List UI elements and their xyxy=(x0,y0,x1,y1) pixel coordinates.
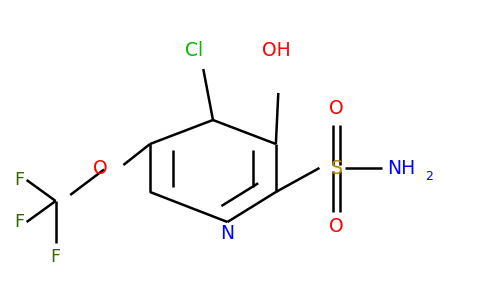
Text: O: O xyxy=(329,218,344,236)
Text: N: N xyxy=(220,224,235,243)
Text: F: F xyxy=(14,171,24,189)
Text: O: O xyxy=(329,100,344,118)
Text: NH: NH xyxy=(387,158,415,178)
Text: F: F xyxy=(14,213,24,231)
Text: F: F xyxy=(51,248,60,266)
Text: S: S xyxy=(331,158,342,178)
Text: OH: OH xyxy=(261,41,290,60)
Text: 2: 2 xyxy=(425,170,433,183)
Text: Cl: Cl xyxy=(184,41,203,60)
Text: O: O xyxy=(93,158,107,178)
